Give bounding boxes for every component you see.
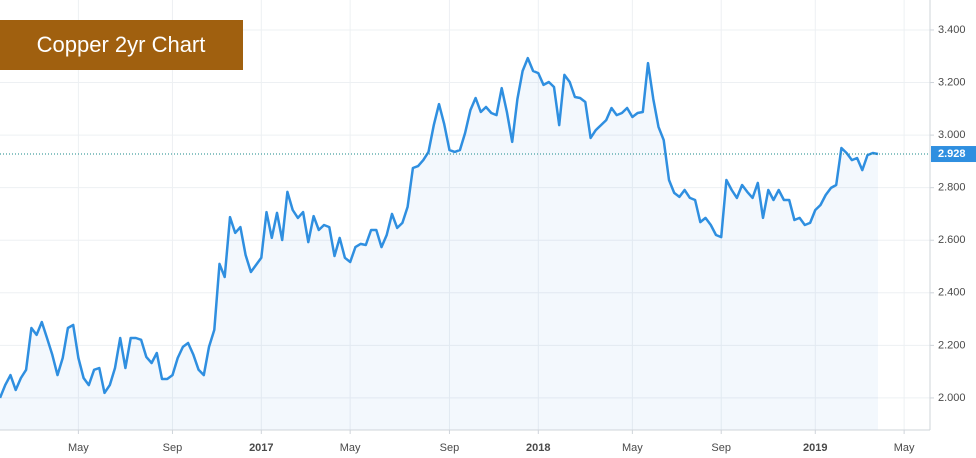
price-line [0,56,879,399]
area-fill [0,58,878,430]
title-box [0,20,243,70]
axes: 2.000 2.200 2.400 2.600 2.800 3.000 3.200 3.400… [68,24,976,454]
x-tick-label: 2017 [249,442,273,454]
last-price-label: 2.928 [938,148,966,160]
x-tick-label: Sep [711,442,731,454]
x-tick-label: 2019 [803,442,827,454]
x-tick-label: 2018 [526,442,550,454]
y-tick-label: 3.200 [938,76,966,88]
y-tick-label: 2.800 [938,182,966,194]
last-price-box [931,146,976,163]
x-tick-label: May [340,442,361,454]
y-tick-label: 3.000 [938,129,966,141]
x-tick-label: May [622,442,643,454]
x-tick-label: May [894,442,915,454]
y-tick-label: 2.200 [938,339,966,351]
chart-title: Copper 2yr Chart [37,32,206,57]
x-tick-label: May [68,442,89,454]
y-tick-label: 2.000 [938,392,966,404]
y-tick-label: 2.600 [938,234,966,246]
plot [0,56,930,430]
y-tick-label: 2.400 [938,287,966,299]
x-tick-label: Sep [440,442,460,454]
x-tick-label: Sep [163,442,183,454]
y-tick-label: 3.400 [938,24,966,36]
